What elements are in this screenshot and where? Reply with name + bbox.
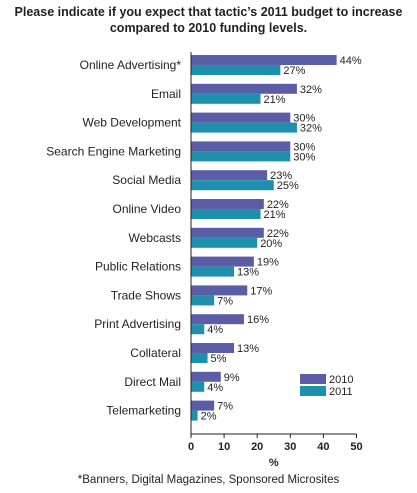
category-label: Email xyxy=(151,87,181,101)
bar-2010 xyxy=(191,400,215,411)
x-tick-label: 20 xyxy=(251,441,263,453)
bar-2011 xyxy=(191,410,198,421)
bar-2011 xyxy=(191,209,261,219)
category-label: Webcasts xyxy=(129,231,181,245)
x-tick-label: 10 xyxy=(218,441,230,453)
chart-title-line-2: compared to 2010 funding levels. xyxy=(109,21,308,35)
bar-2011 xyxy=(191,151,291,162)
x-axis-title: % xyxy=(269,457,279,469)
bar-2010 xyxy=(191,285,248,296)
data-label-2011: 4% xyxy=(207,382,223,394)
data-label-2010: 23% xyxy=(270,170,292,182)
category-label: Public Relations xyxy=(95,260,181,274)
category-label: Trade Shows xyxy=(111,288,181,302)
bar-2010 xyxy=(191,343,235,353)
x-tick-label: 0 xyxy=(188,441,194,453)
bar-2011 xyxy=(191,324,205,335)
bar-2010 xyxy=(191,55,337,65)
bar-2011 xyxy=(191,93,261,104)
bar-2010 xyxy=(191,141,291,152)
data-label-2011: 5% xyxy=(211,353,227,365)
category-label: Direct Mail xyxy=(124,375,181,389)
bar-2010 xyxy=(191,170,268,181)
data-label-2010: 17% xyxy=(250,285,272,297)
data-label-2010: 16% xyxy=(247,314,269,326)
data-label-2010: 44% xyxy=(340,55,362,67)
bar-2011 xyxy=(191,266,235,277)
legend-swatch-2011 xyxy=(300,386,326,396)
bar-2010 xyxy=(191,199,264,209)
bar-2011 xyxy=(191,180,274,191)
chart-footnote: *Banners, Digital Magazines, Sponsored M… xyxy=(77,474,340,486)
bar-2011 xyxy=(191,353,208,363)
bar-2011 xyxy=(191,65,281,75)
data-label-2011: 21% xyxy=(264,209,286,221)
bar-2010 xyxy=(191,112,291,123)
category-label: Social Media xyxy=(112,173,181,187)
chart-title-line-1: Please indicate if you expect that tacti… xyxy=(14,5,403,19)
data-label-2010: 13% xyxy=(237,343,259,355)
bar-2010 xyxy=(191,371,221,382)
category-label: Search Engine Marketing xyxy=(46,144,181,158)
category-label: Web Development xyxy=(83,116,182,130)
data-label-2010: 9% xyxy=(224,372,240,384)
data-label-2011: 30% xyxy=(293,151,315,163)
bar-2011 xyxy=(191,122,297,133)
x-tick-label: 30 xyxy=(284,441,296,453)
data-label-2011: 25% xyxy=(277,180,299,192)
bar-2011 xyxy=(191,381,205,392)
bar-chart: Online Advertising* 44% 27% Email 32% 21% Web … xyxy=(46,52,363,469)
legend-label-2011: 2011 xyxy=(329,386,353,398)
data-label-2011: 4% xyxy=(207,324,223,336)
data-label-2010: 19% xyxy=(257,257,279,269)
data-label-2010: 30% xyxy=(293,113,315,125)
data-label-2011: 20% xyxy=(260,238,282,250)
data-label-2011: 7% xyxy=(217,295,233,307)
legend-swatch-2010 xyxy=(300,374,326,384)
data-label-2010: 32% xyxy=(300,84,322,96)
bar-2011 xyxy=(191,295,215,306)
data-label-2011: 13% xyxy=(237,267,259,279)
data-label-2011: 2% xyxy=(201,411,217,423)
bar-2010 xyxy=(191,227,264,238)
bar-2010 xyxy=(191,314,244,325)
data-label-2011: 27% xyxy=(283,65,305,77)
x-tick-label: 40 xyxy=(317,441,329,453)
x-tick-label: 50 xyxy=(350,441,362,453)
legend-label-2010: 2010 xyxy=(329,374,353,386)
data-label-2011: 21% xyxy=(264,94,286,106)
category-label: Online Advertising* xyxy=(80,58,182,72)
data-label-2010: 30% xyxy=(293,141,315,153)
data-label-2010: 22% xyxy=(267,228,289,240)
category-label: Print Advertising xyxy=(94,317,181,331)
bar-2011 xyxy=(191,237,258,248)
chart-title: Please indicate if you expect that tacti… xyxy=(0,4,417,36)
category-label: Collateral xyxy=(130,346,181,360)
category-label: Online Video xyxy=(113,202,182,216)
bar-2010 xyxy=(191,83,297,94)
data-label-2010: 22% xyxy=(267,199,289,211)
data-label-2011: 32% xyxy=(300,123,322,135)
category-label: Telemarketing xyxy=(106,404,181,418)
bar-2010 xyxy=(191,256,254,267)
data-label-2010: 7% xyxy=(217,401,233,413)
